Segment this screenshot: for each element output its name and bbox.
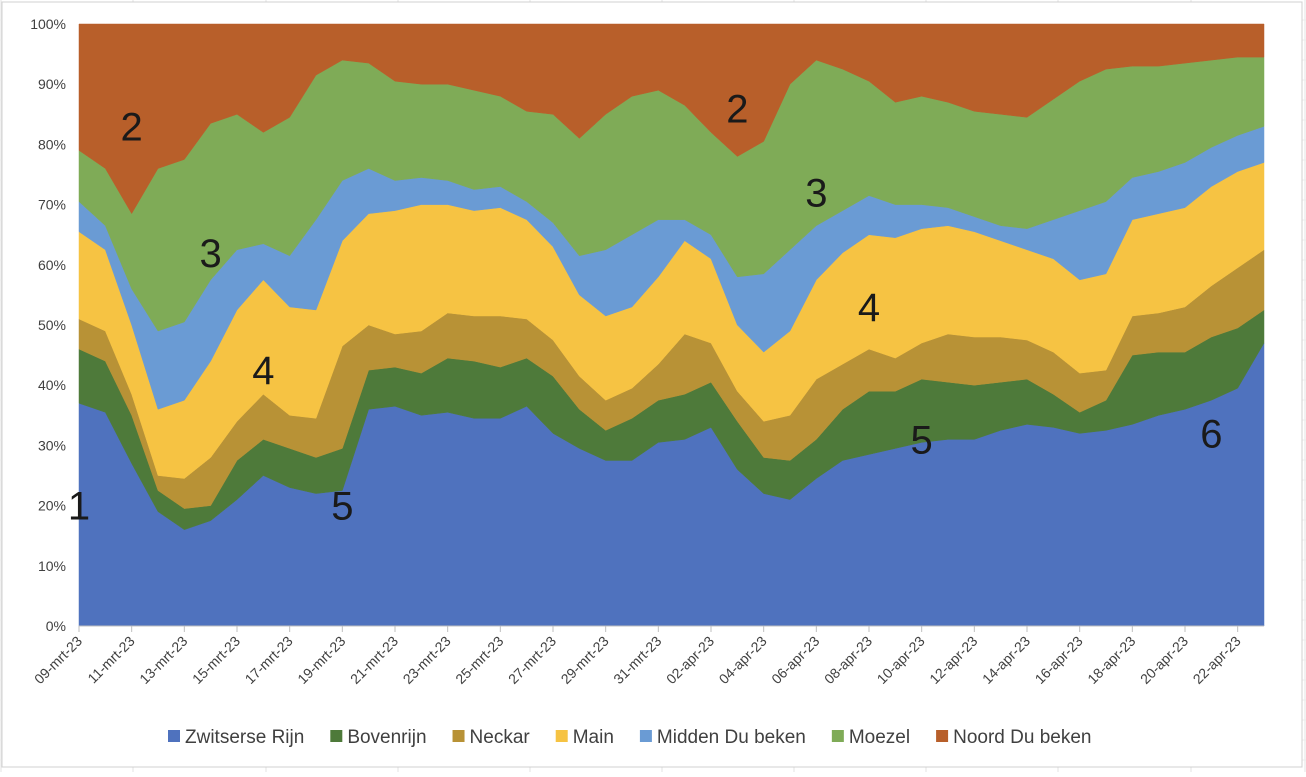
legend-swatch	[452, 730, 465, 742]
annotation-label: 4	[252, 349, 274, 393]
legend-label: Moezel	[849, 727, 910, 748]
legend-item-bovenrijn: Bovenrijn	[330, 727, 427, 748]
legend-swatch	[639, 730, 652, 742]
annotation-label: 3	[200, 232, 222, 276]
legend-label: Zwitserse Rijn	[185, 727, 304, 748]
annotation-label: 4	[858, 286, 880, 330]
annotation-label: 5	[331, 485, 353, 529]
area-annotations: 1 2 3 4 5 2 3 4 5 6	[68, 87, 1223, 528]
legend-item-moezel: Moezel	[831, 727, 910, 748]
legend-swatch	[330, 730, 343, 742]
y-tick-label: 20%	[38, 498, 66, 514]
annotation-label: 2	[121, 105, 143, 149]
annotation-label: 6	[1200, 412, 1222, 456]
y-tick-label: 90%	[38, 76, 66, 92]
legend-swatch	[168, 730, 180, 742]
annotation-label: 3	[805, 172, 827, 216]
y-tick-label: 50%	[38, 317, 66, 333]
legend-swatch	[936, 730, 949, 742]
legend: Zwitserse Rijn Bovenrijn Neckar Main Midden …	[168, 727, 1091, 748]
legend-swatch	[831, 730, 844, 742]
legend-label: Noord Du beken	[953, 727, 1091, 748]
legend-swatch	[555, 730, 568, 742]
y-tick-label: 30%	[38, 437, 66, 453]
legend-label: Main	[573, 727, 614, 748]
legend-item-zwitserse-rijn: Zwitserse Rijn	[168, 727, 304, 748]
y-tick-label: 10%	[38, 558, 66, 574]
y-tick-label: 100%	[30, 16, 66, 32]
annotation-label: 1	[68, 485, 90, 529]
legend-item-neckar: Neckar	[452, 727, 531, 748]
series-area-noord-du-beken	[78, 23, 1265, 215]
legend-label: Bovenrijn	[347, 727, 426, 748]
y-tick-label: 80%	[38, 136, 66, 152]
y-tick-label: 40%	[38, 377, 66, 393]
legend-item-midden-du-beken: Midden Du beken	[639, 727, 806, 748]
annotation-label: 2	[726, 87, 748, 131]
legend-label: Neckar	[470, 727, 531, 748]
y-tick-label: 0%	[46, 618, 66, 634]
y-tick-label: 60%	[38, 257, 66, 273]
y-axis-ticks: 0% 10% 20% 30% 40% 50% 60% 70% 80% 90% 100%	[30, 16, 66, 634]
legend-label: Midden Du beken	[657, 727, 806, 748]
series-areas	[78, 23, 1265, 627]
y-tick-label: 70%	[38, 197, 66, 213]
annotation-label: 5	[911, 418, 933, 462]
legend-item-main: Main	[555, 727, 614, 748]
legend-item-noord-du-beken: Noord Du beken	[936, 727, 1091, 748]
